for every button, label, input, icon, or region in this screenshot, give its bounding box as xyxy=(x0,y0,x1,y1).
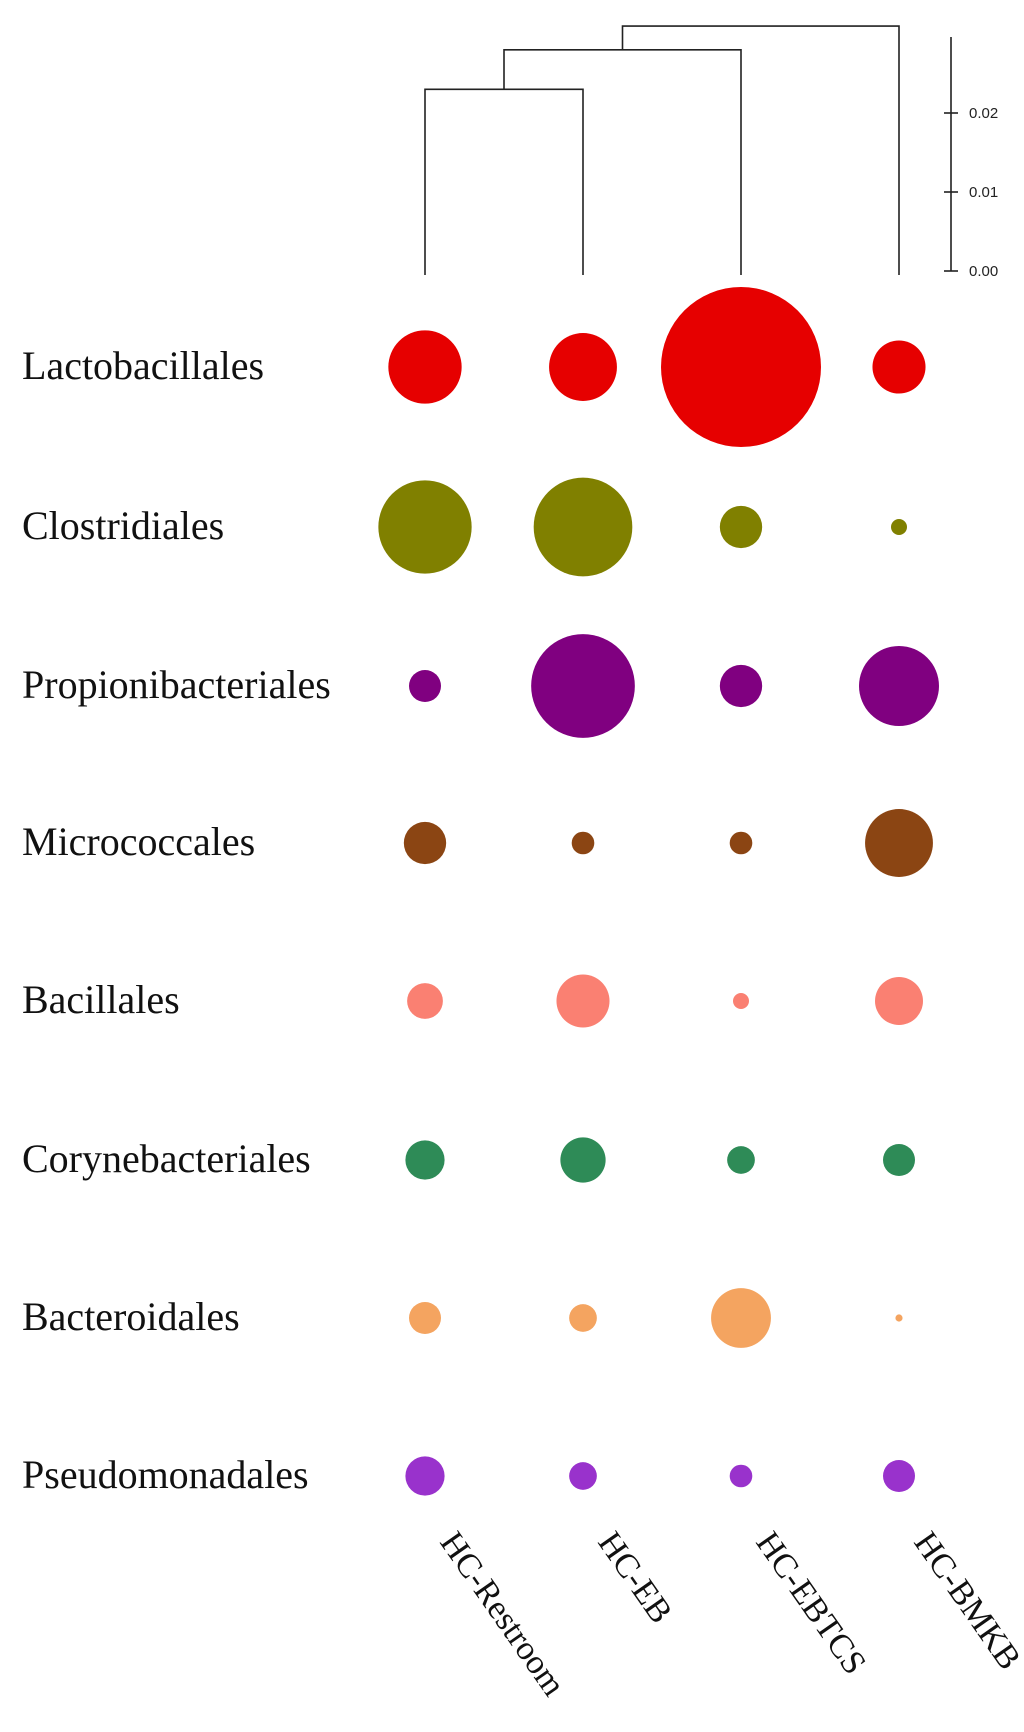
column-label-hc-restroom: HC-Restroom xyxy=(432,1525,572,1703)
row-label-pseudomonadales: Pseudomonadales xyxy=(22,1452,309,1497)
scale-tick-label-0-01: 0.01 xyxy=(969,184,998,201)
bubble-lactobacillales-hc-restroom xyxy=(388,330,462,404)
bubble-lactobacillales-hc-bmkb xyxy=(872,340,926,394)
bubble-corynebacteriales-hc-ebtcs xyxy=(727,1146,755,1174)
bubble-bacteroidales-hc-bmkb xyxy=(895,1314,903,1322)
bubble-lactobacillales-hc-ebtcs xyxy=(661,287,821,447)
bubble-propionibacteriales-hc-bmkb xyxy=(859,646,939,726)
bubble-micrococcales-hc-bmkb xyxy=(865,809,933,877)
scale-tick-label-0-00: 0.00 xyxy=(969,263,998,280)
bubble-corynebacteriales-hc-bmkb xyxy=(883,1144,915,1176)
bubble-bacteroidales-hc-ebtcs xyxy=(711,1288,771,1348)
bubble-propionibacteriales-hc-ebtcs xyxy=(719,664,763,708)
bubble-bacillales-hc-ebtcs xyxy=(733,993,749,1009)
bubble-corynebacteriales-hc-restroom xyxy=(405,1140,445,1180)
bubble-clostridiales-hc-ebtcs xyxy=(719,505,763,549)
row-labels: Lactobacillales Clostridiales Propionibact… xyxy=(22,343,331,1497)
bubble-micrococcales-hc-ebtcs xyxy=(729,831,753,855)
row-label-micrococcales: Micrococcales xyxy=(22,819,255,864)
bubble-bacillales-hc-restroom xyxy=(407,983,443,1019)
column-label-hc-eb: HC-EB xyxy=(590,1525,679,1630)
bubble-clostridiales-hc-eb xyxy=(533,477,633,577)
column-label-hc-bmkb: HC-BMKB xyxy=(906,1525,1024,1676)
bubble-pseudomonadales-hc-bmkb xyxy=(883,1460,915,1492)
bubble-pseudomonadales-hc-eb xyxy=(569,1462,597,1490)
dendrogram xyxy=(424,25,900,275)
row-label-bacillales: Bacillales xyxy=(22,977,180,1022)
bubble-grid xyxy=(378,287,939,1496)
bubble-propionibacteriales-hc-restroom xyxy=(409,670,441,702)
row-label-clostridiales: Clostridiales xyxy=(22,503,224,548)
bubble-bacillales-hc-eb xyxy=(556,974,610,1028)
bubble-bacillales-hc-bmkb xyxy=(875,977,923,1025)
bubble-pseudomonadales-hc-ebtcs xyxy=(729,1464,753,1488)
row-label-corynebacteriales: Corynebacteriales xyxy=(22,1136,311,1181)
dendrogram-branch-3 xyxy=(621,25,900,275)
bubble-micrococcales-hc-eb xyxy=(571,831,595,855)
scale-tick-label-0-02: 0.02 xyxy=(969,105,998,122)
bubble-pseudomonadales-hc-restroom xyxy=(405,1456,445,1496)
row-label-lactobacillales: Lactobacillales xyxy=(22,343,264,388)
distance-scale-bar: 0.00 0.01 0.02 xyxy=(944,37,998,280)
bubble-clostridiales-hc-bmkb xyxy=(891,519,907,535)
dendrogram-branch-1 xyxy=(424,88,584,275)
column-label-hc-ebtcs: HC-EBTCS xyxy=(748,1525,873,1681)
bubble-lactobacillales-hc-eb xyxy=(549,333,617,401)
bubble-clostridiales-hc-restroom xyxy=(378,480,472,574)
bubble-bacteroidales-hc-eb xyxy=(569,1304,597,1332)
bubble-corynebacteriales-hc-eb xyxy=(560,1137,606,1183)
bubble-propionibacteriales-hc-eb xyxy=(531,634,635,738)
dendrogram-branch-2 xyxy=(503,49,742,275)
row-label-propionibacteriales: Propionibacteriales xyxy=(22,662,331,707)
row-label-bacteroidales: Bacteroidales xyxy=(22,1294,240,1339)
bubble-bacteroidales-hc-restroom xyxy=(409,1302,441,1334)
column-labels: HC-Restroom HC-EB HC-EBTCS HC-BMKB xyxy=(432,1525,1024,1703)
bubble-micrococcales-hc-restroom xyxy=(403,821,447,865)
